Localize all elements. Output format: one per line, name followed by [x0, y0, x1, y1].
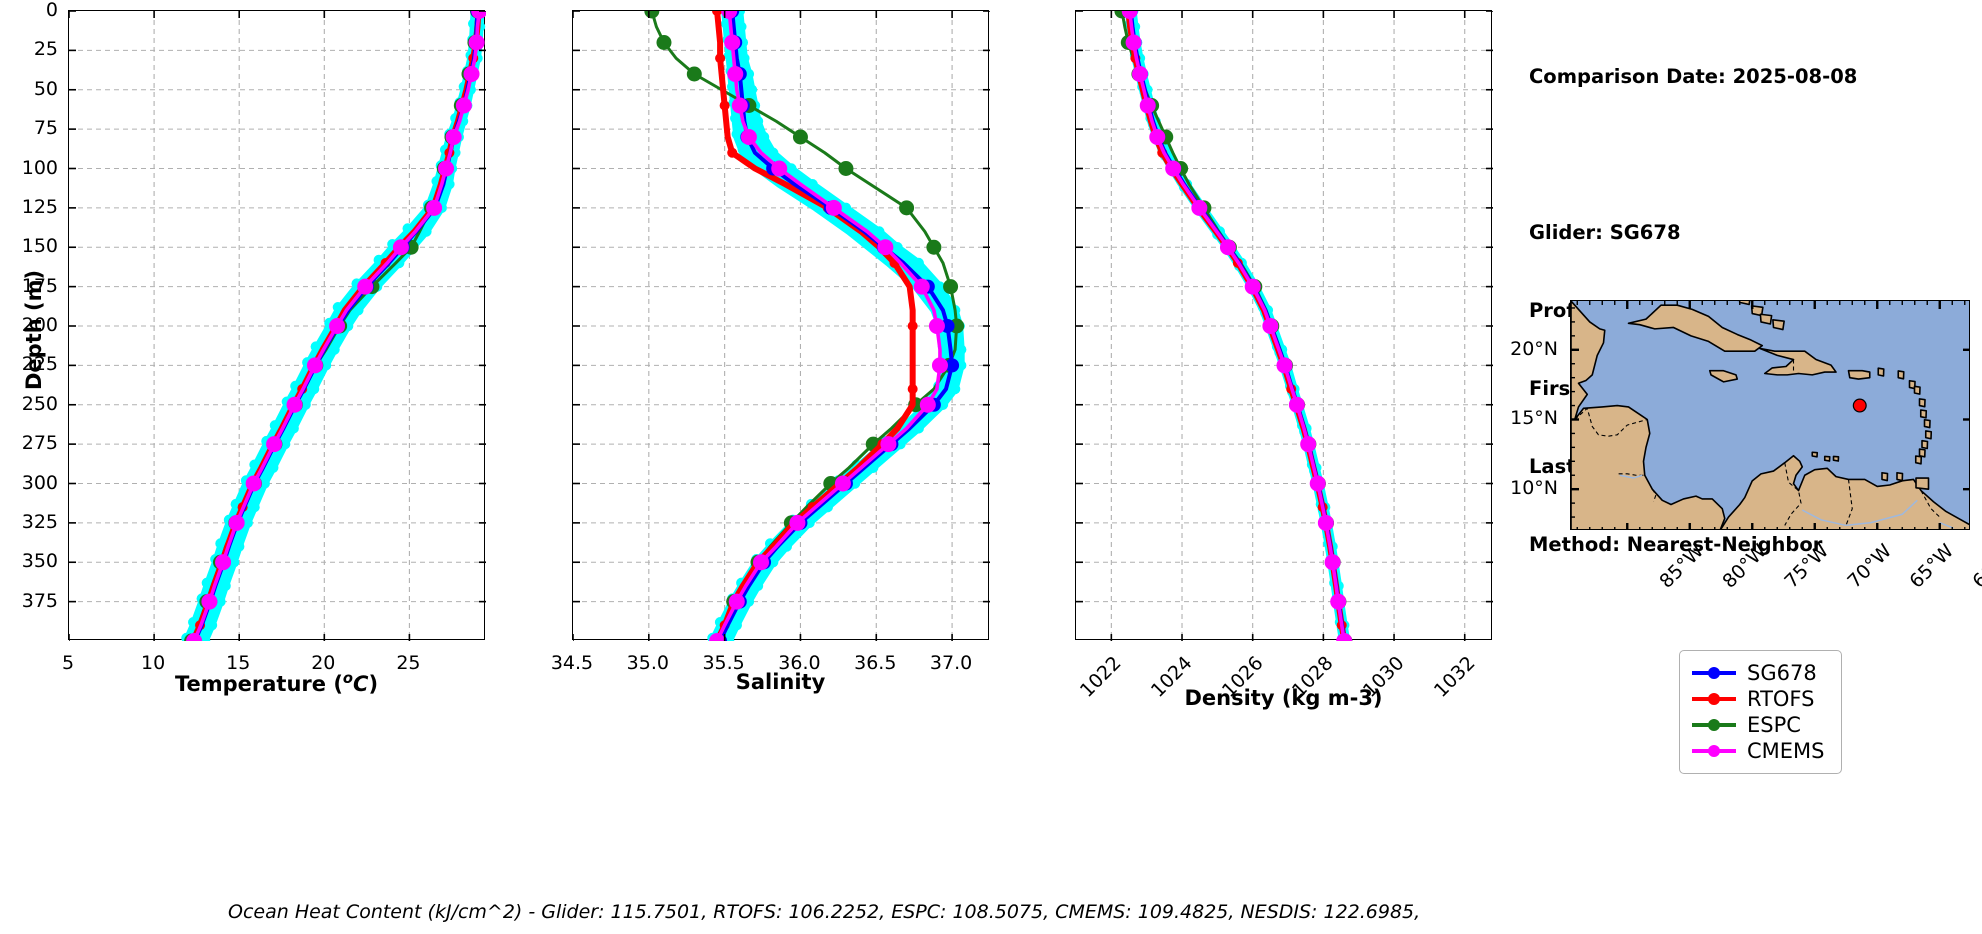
- legend-item-cmems[interactable]: CMEMS: [1692, 738, 1825, 764]
- salinity-xtick: 34.5: [550, 652, 594, 674]
- temperature-xtick: 10: [141, 652, 166, 674]
- glider-line: Glider: SG678: [1529, 221, 1681, 244]
- salinity-plot-canvas: [573, 11, 990, 641]
- legend-item-label: CMEMS: [1747, 738, 1825, 763]
- map-lat-label: 10°N: [1510, 477, 1558, 500]
- temperature-plot-canvas: [69, 11, 486, 641]
- depth-ytick: 275: [21, 432, 58, 455]
- depth-ytick: 0: [45, 0, 58, 21]
- depth-ytick: 75: [33, 117, 58, 140]
- ocean-heat-content-caption: Ocean Heat Content (kJ/cm^2) - Glider: 1…: [228, 901, 1421, 923]
- temperature-xtick: 5: [61, 652, 75, 674]
- legend-item-label: ESPC: [1747, 712, 1801, 737]
- depth-ytick: 50: [33, 77, 58, 100]
- depth-ytick: 25: [33, 38, 58, 61]
- legend-item-sg678[interactable]: SG678: [1692, 660, 1825, 686]
- depth-axis-label: Depth (m): [22, 269, 46, 390]
- salinity-plot-frame: [572, 10, 990, 641]
- depth-ytick: 375: [21, 589, 58, 612]
- density-plot-frame: [1075, 10, 1493, 641]
- salinity-xtick: 37.0: [929, 652, 973, 674]
- depth-ytick: 225: [21, 353, 58, 376]
- depth-ytick: 300: [21, 471, 58, 494]
- salinity-axis-label: Salinity: [735, 670, 826, 694]
- comparison-date-line: Comparison Date: 2025-08-08: [1529, 65, 1858, 88]
- depth-ytick: 350: [21, 550, 58, 573]
- legend-item-rtofs[interactable]: RTOFS: [1692, 686, 1825, 712]
- method-line: Method: Nearest-Neighbor: [1529, 533, 1823, 556]
- depth-ytick: 150: [21, 235, 58, 258]
- depth-ytick: 125: [21, 195, 58, 218]
- map-lon-label: 60°W: [1968, 540, 1982, 593]
- depth-ytick: 175: [21, 274, 58, 297]
- temperature-plot-frame: [68, 10, 486, 641]
- map-lat-label: 15°N: [1510, 407, 1558, 430]
- legend-swatch-icon: [1692, 717, 1736, 733]
- temperature-axis-label: Temperature (oC): [174, 670, 379, 696]
- legend-item-espc[interactable]: ESPC: [1692, 712, 1825, 738]
- depth-ytick: 325: [21, 510, 58, 533]
- map-lat-label: 20°N: [1510, 337, 1558, 360]
- temperature-xtick: 25: [396, 652, 421, 674]
- depth-ytick: 200: [21, 314, 58, 336]
- info-spacer: [1529, 142, 1857, 168]
- salinity-xtick: 36.5: [854, 652, 897, 674]
- location-map-canvas: [1571, 301, 1969, 529]
- series-legend: SG678 RTOFS ESPC CMEMS: [1679, 650, 1842, 774]
- legend-swatch-icon: [1692, 665, 1736, 681]
- salinity-xtick: 36.0: [778, 652, 821, 674]
- density-plot-canvas: [1076, 11, 1493, 641]
- map-lon-label: 65°W: [1905, 540, 1959, 593]
- legend-swatch-icon: [1692, 691, 1736, 707]
- salinity-xtick: 35.0: [626, 652, 669, 674]
- temperature-xtick: 15: [226, 652, 251, 674]
- depth-ytick: 100: [21, 156, 58, 179]
- salinity-xtick: 35.5: [702, 652, 745, 674]
- legend-swatch-icon: [1692, 743, 1736, 759]
- legend-item-label: RTOFS: [1747, 686, 1815, 711]
- density-axis-label: Density (kg m-3): [1184, 686, 1383, 710]
- legend-item-label: SG678: [1747, 660, 1817, 685]
- temperature-xtick: 20: [311, 652, 336, 674]
- depth-ytick: 250: [21, 392, 58, 415]
- location-map: [1570, 300, 1970, 530]
